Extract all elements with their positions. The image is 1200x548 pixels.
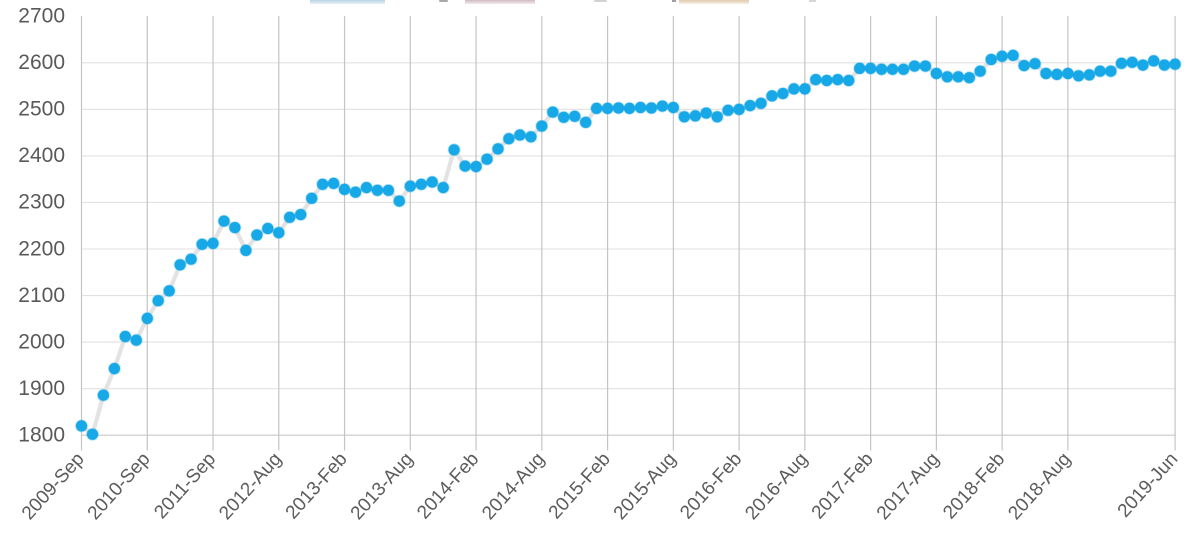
svg-text:2017-Feb: 2017-Feb <box>808 449 878 524</box>
svg-text:2015-Aug: 2015-Aug <box>610 449 681 524</box>
svg-text:2300: 2300 <box>18 191 65 214</box>
svg-text:2200: 2200 <box>18 237 65 260</box>
svg-text:2009-Sep: 2009-Sep <box>18 449 89 524</box>
svg-text:2018-Aug: 2018-Aug <box>1004 449 1075 524</box>
svg-text:1900: 1900 <box>18 377 65 400</box>
svg-text:2019-Jun: 2019-Jun <box>1114 449 1183 522</box>
svg-text:2016-Aug: 2016-Aug <box>741 449 812 524</box>
svg-text:2018-Feb: 2018-Feb <box>939 449 1009 524</box>
svg-text:2013-Aug: 2013-Aug <box>347 449 418 524</box>
svg-text:2000: 2000 <box>18 330 65 353</box>
svg-text:2100: 2100 <box>18 284 65 307</box>
svg-text:1800: 1800 <box>18 424 65 447</box>
svg-text:2015-Feb: 2015-Feb <box>545 449 615 524</box>
svg-text:2010-Sep: 2010-Sep <box>84 449 155 524</box>
svg-text:2400: 2400 <box>18 144 65 167</box>
svg-text:2700: 2700 <box>18 5 65 28</box>
svg-text:2014-Feb: 2014-Feb <box>413 449 483 524</box>
svg-text:2011-Sep: 2011-Sep <box>150 449 220 523</box>
svg-text:2012-Aug: 2012-Aug <box>215 449 286 524</box>
svg-text:2600: 2600 <box>18 51 65 74</box>
svg-text:2016-Feb: 2016-Feb <box>676 449 746 524</box>
svg-text:2017-Aug: 2017-Aug <box>873 449 944 524</box>
svg-text:2014-Aug: 2014-Aug <box>478 449 549 524</box>
svg-text:2013-Feb: 2013-Feb <box>282 449 352 524</box>
svg-text:2500: 2500 <box>18 98 65 121</box>
